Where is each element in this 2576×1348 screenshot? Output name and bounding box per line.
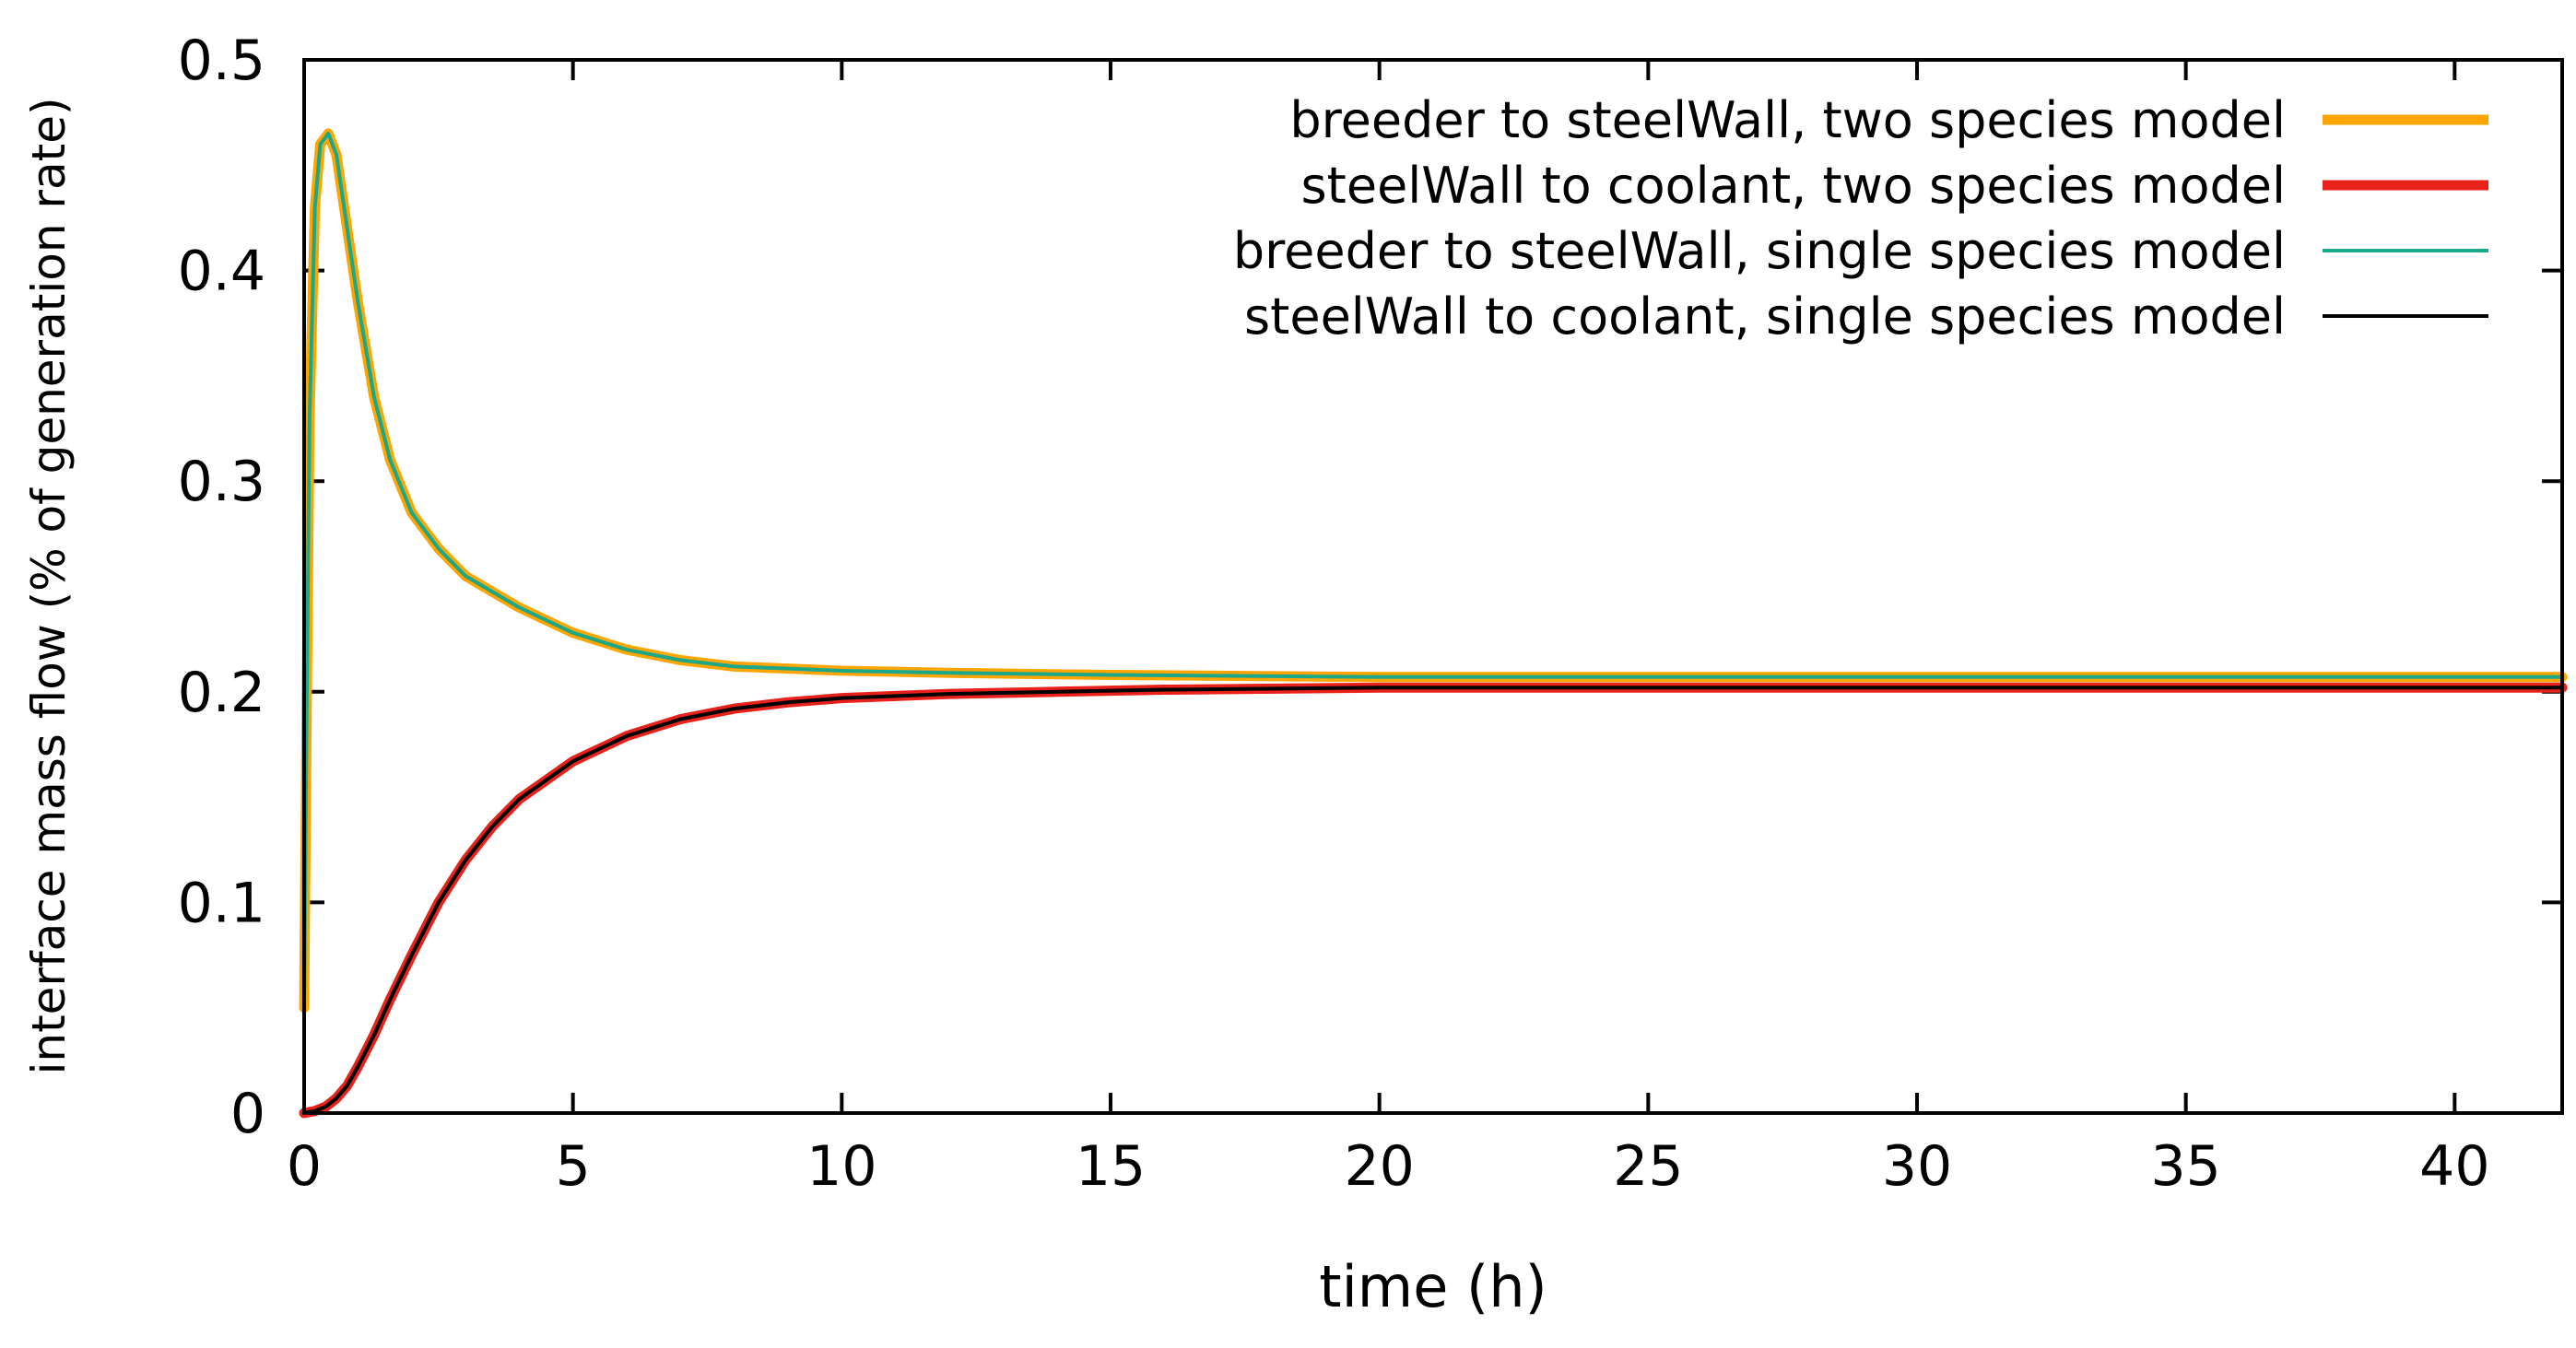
x-tick-label: 35 bbox=[2150, 1134, 2220, 1199]
series-line-3 bbox=[302, 132, 2564, 1010]
x-tick-label: 30 bbox=[1882, 1134, 1952, 1199]
legend: breeder to steelWall, two species model s… bbox=[1233, 91, 2488, 346]
x-tick-label: 15 bbox=[1076, 1134, 1146, 1199]
x-tick-label: 5 bbox=[556, 1134, 591, 1199]
y-tick-label: 0.1 bbox=[178, 871, 265, 935]
legend-label: breeder to steelWall, single species mod… bbox=[1233, 222, 2286, 280]
ticks-layer: 0 5 10 15 20 25 30 35 40 0 0.1 0.2 0.3 0.4 0.5 bbox=[178, 29, 2562, 1199]
legend-label: steelWall to coolant, two species model bbox=[1301, 157, 2286, 215]
y-tick-label: 0.2 bbox=[178, 661, 265, 725]
y-tick-label: 0.4 bbox=[178, 240, 265, 304]
legend-label: steelWall to coolant, single species mod… bbox=[1244, 287, 2286, 346]
x-tick-label: 20 bbox=[1344, 1134, 1414, 1199]
plot-frame bbox=[302, 58, 2564, 1115]
y-tick-label: 0.3 bbox=[178, 450, 265, 514]
x-tick-label: 40 bbox=[2419, 1134, 2489, 1199]
y-tick-label: 0 bbox=[230, 1082, 265, 1146]
series-layer bbox=[299, 128, 2568, 1119]
x-tick-label: 25 bbox=[1613, 1134, 1683, 1199]
series-line-4 bbox=[302, 686, 2564, 1115]
x-tick-label: 0 bbox=[287, 1134, 322, 1199]
x-axis-label: time (h) bbox=[1319, 1253, 1547, 1320]
y-axis-label: interface mass flow (% of generation rat… bbox=[22, 98, 76, 1075]
y-tick-label: 0.5 bbox=[178, 29, 265, 93]
x-tick-label: 10 bbox=[806, 1134, 876, 1199]
legend-label: breeder to steelWall, two species model bbox=[1289, 91, 2286, 149]
